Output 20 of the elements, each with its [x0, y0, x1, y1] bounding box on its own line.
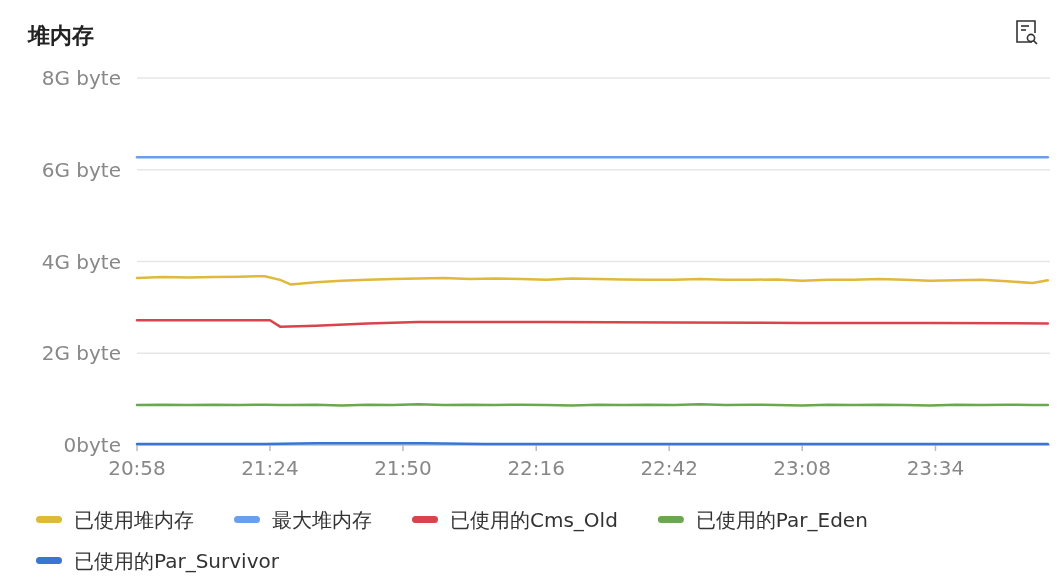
- legend-label: 最大堆内存: [272, 508, 372, 532]
- x-tick-label: 21:50: [374, 456, 432, 480]
- x-tick-label: 20:58: [108, 456, 166, 480]
- legend-label: 已使用的Par_Eden: [695, 508, 868, 532]
- y-tick-label: 8G byte: [41, 66, 121, 90]
- line-series: [135, 274, 1050, 286]
- y-tick-label: 2G byte: [41, 341, 121, 366]
- chart-title: 堆内存: [27, 23, 94, 48]
- x-tick-label: 22:42: [640, 456, 699, 480]
- line-series: [135, 318, 1050, 328]
- x-tick-label: 23:08: [773, 456, 831, 480]
- y-tick-label: 4G byte: [41, 249, 121, 274]
- y-tick-label: 0byte: [63, 433, 121, 457]
- legend-label: 已使用的Cms_Old: [450, 508, 618, 532]
- x-tick-label: 21:24: [241, 456, 299, 480]
- legend-label: 已使用堆内存: [74, 508, 194, 532]
- y-tick-label: 6G byte: [41, 157, 121, 182]
- x-tick-label: 22:16: [507, 456, 566, 480]
- x-tick-label: 23:34: [906, 456, 965, 480]
- legend-label: 已使用的Par_Survivor: [74, 549, 280, 573]
